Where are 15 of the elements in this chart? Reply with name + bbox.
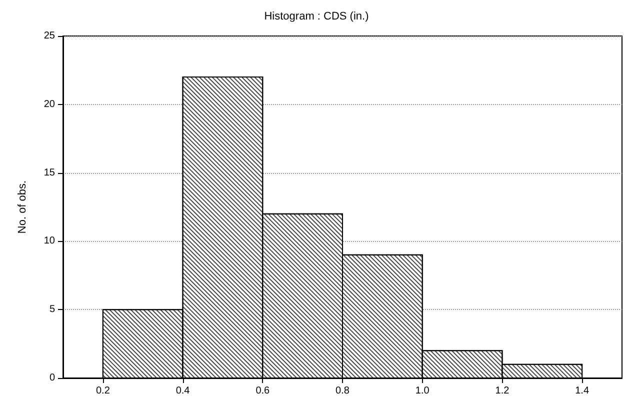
x-tick-label: 1.2 [495, 386, 510, 396]
y-tick-label: 10 [44, 236, 56, 247]
y-tick-label: 25 [44, 30, 56, 42]
y-axis-title: No. of obs. [16, 180, 28, 234]
y-tick-label: 15 [44, 167, 56, 178]
chart-title: Histogram : CDS (in.) [264, 10, 369, 22]
x-tick-label: 1.0 [415, 386, 430, 396]
y-tick-label: 0 [49, 372, 56, 384]
y-tick-label: 20 [44, 98, 56, 110]
y-tick-label: 5 [49, 304, 56, 316]
x-tick-label: 0.8 [336, 386, 350, 396]
x-tick-label: 0.4 [176, 386, 190, 396]
x-tick-label: 0.6 [256, 386, 270, 396]
x-tick-label: 0.2 [96, 386, 110, 396]
x-tick-label: 1.4 [575, 386, 590, 396]
